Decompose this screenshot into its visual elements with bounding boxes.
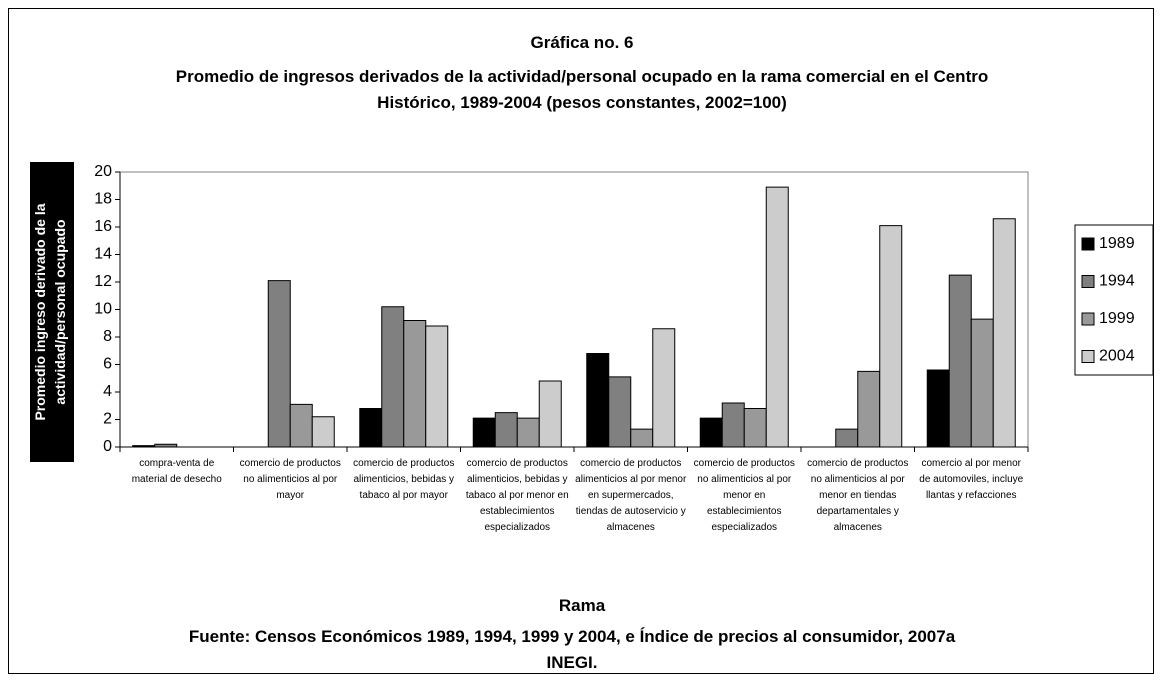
y-tick-label: 14: [94, 246, 112, 263]
y-tick-label: 12: [94, 273, 112, 290]
bar: [494, 412, 518, 448]
bar: [289, 403, 313, 448]
bar: [311, 416, 335, 448]
x-tick-label: comercio de productos alimenticios, bebi…: [353, 458, 455, 501]
legend-label: 1999: [1099, 310, 1135, 327]
bar: [472, 417, 496, 448]
legend-swatch: [1081, 312, 1095, 326]
x-tick-label: comercio al por menor de automoviles, in…: [919, 458, 1024, 501]
x-axis-label: Rama: [558, 596, 606, 615]
bar: [721, 402, 745, 448]
legend-swatch: [1081, 350, 1095, 363]
y-tick-label: 4: [103, 383, 112, 400]
bar: [586, 353, 610, 448]
bar: [699, 417, 723, 448]
bar: [879, 225, 903, 448]
bar: [538, 380, 562, 448]
y-tick-label: 2: [103, 411, 112, 428]
y-tick-label: 16: [94, 218, 112, 235]
bar: [926, 369, 950, 448]
bar: [516, 417, 540, 448]
legend-label: 2004: [1099, 348, 1135, 365]
legend-label: 1994: [1099, 273, 1135, 290]
x-tick-label: comercio de productos alimenticios, bebi…: [465, 458, 569, 533]
y-tick-label: 0: [103, 438, 112, 455]
bar: [630, 428, 654, 448]
y-tick-label: 18: [94, 191, 112, 208]
bar: [970, 318, 994, 448]
bar: [992, 218, 1016, 448]
bar: [425, 325, 449, 448]
bar: [652, 328, 676, 448]
y-tick-label: 6: [103, 356, 112, 373]
bar: [403, 320, 427, 448]
bar: [359, 408, 383, 448]
bar: [765, 186, 789, 448]
y-tick-label: 8: [103, 328, 112, 345]
bar: [608, 376, 632, 448]
x-tick-label: compra-venta de material de desecho: [131, 458, 222, 485]
x-tick-label: comercio de productos no alimenticios al…: [693, 458, 795, 533]
x-tick-label: comercio de productos no alimenticios al…: [239, 458, 341, 501]
x-tick-label: comercio de productos no alimenticios al…: [807, 458, 909, 533]
chart-title: Gráfica no. 6: [530, 33, 634, 52]
source: Fuente: Censos Económicos 1989, 1994, 19…: [188, 627, 956, 672]
bar: [857, 370, 881, 448]
bar: [267, 280, 291, 448]
bar: [948, 274, 972, 448]
x-tick-label: comercio de productos alimenticios al po…: [575, 458, 687, 533]
bar: [743, 408, 767, 448]
y-tick-label: 10: [94, 301, 112, 318]
bar: [835, 428, 859, 448]
legend-swatch: [1081, 237, 1095, 251]
bar: [381, 306, 405, 448]
chart-subtitle: Promedio de ingresos derivados de la act…: [175, 67, 989, 112]
legend-swatch: [1081, 275, 1095, 288]
legend-label: 1989: [1099, 235, 1135, 252]
y-tick-label: 20: [94, 163, 112, 180]
